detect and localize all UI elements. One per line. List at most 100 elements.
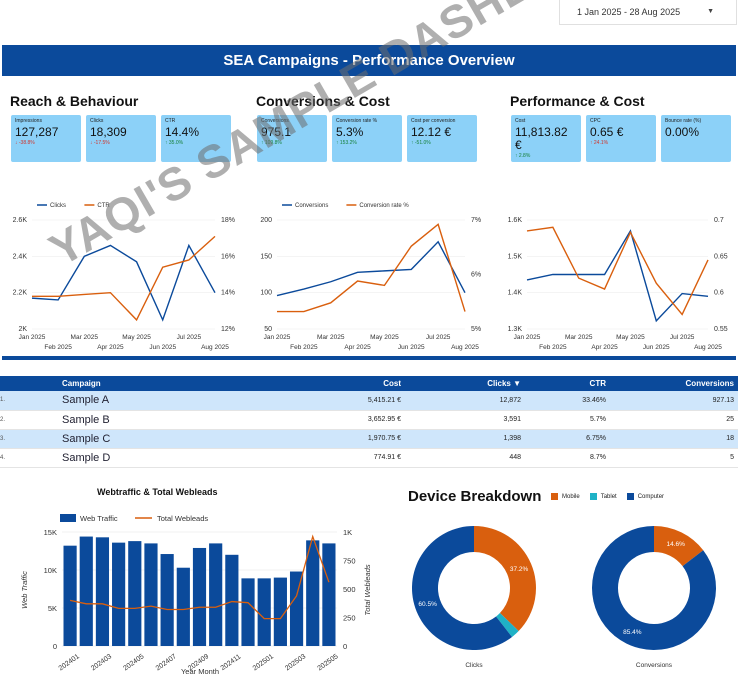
y-tick-label: 5K bbox=[48, 604, 57, 613]
donut-chart-clicks: 37.2% 60.5% Clicks bbox=[411, 526, 536, 669]
section-title-performance: Performance & Cost bbox=[510, 93, 645, 109]
table-row[interactable]: 4. Sample D 774.91 € 448 8.7% 5 bbox=[0, 448, 738, 468]
y-tick-label: 2.2K bbox=[13, 290, 28, 297]
kpi-card-cpc[interactable]: CPC 0.65 € ↑ 24.1% bbox=[586, 115, 656, 162]
y-tick-label: 15K bbox=[44, 528, 57, 537]
y-tick-label: 2K bbox=[18, 326, 27, 333]
cell-clicks: 12,872 bbox=[405, 391, 525, 411]
series-line-total-webleads bbox=[69, 534, 330, 620]
cell-conversions: 25 bbox=[610, 410, 738, 430]
y2-tick-label: 0.6 bbox=[714, 290, 724, 297]
kpi-card-clicks[interactable]: Clicks 18,309 ↓ -17.5% bbox=[86, 115, 156, 162]
y2-tick-label: 6% bbox=[471, 272, 481, 279]
x-tick-label: May 2025 bbox=[122, 334, 151, 341]
cell-ctr: 33.46% bbox=[525, 391, 610, 411]
y-tick-label: 150 bbox=[260, 253, 272, 260]
donut-slice-mobile bbox=[474, 526, 536, 632]
x-tick-label: 202407 bbox=[155, 653, 178, 672]
series-line-conversions bbox=[276, 240, 466, 297]
cell-ctr: 8.7% bbox=[525, 448, 610, 468]
kpi-label: Conversions bbox=[261, 118, 289, 124]
legend-swatch-web-traffic bbox=[60, 514, 76, 522]
legend-label: Conversions bbox=[295, 203, 328, 209]
table-row[interactable]: 1. Sample A 5,415.21 € 12,872 33.46% 927… bbox=[0, 391, 738, 411]
kpi-value: 5.3% bbox=[336, 125, 364, 139]
kpi-value: 14.4% bbox=[165, 125, 200, 139]
x-tick-label: May 2025 bbox=[616, 334, 645, 341]
column-header-cost[interactable]: Cost bbox=[300, 376, 405, 391]
donut-slice-computer bbox=[411, 526, 513, 650]
kpi-card-conversions[interactable]: Conversions 975.1 ↑ 109.8% bbox=[257, 115, 327, 162]
x-tick-label: Apr 2025 bbox=[97, 344, 124, 351]
section-title-reach: Reach & Behaviour bbox=[10, 93, 139, 109]
y-tick-label: 0 bbox=[53, 642, 57, 651]
column-header-campaign[interactable]: Campaign bbox=[10, 376, 300, 391]
y-tick-label: 1.3K bbox=[508, 326, 523, 333]
kpi-delta: ↓ -17.5% bbox=[90, 140, 110, 146]
kpi-card-ctr[interactable]: CTR 14.4% ↑ 35.0% bbox=[161, 115, 231, 162]
y-tick-label: 2.4K bbox=[13, 253, 28, 260]
legend-label: Web Traffic bbox=[80, 514, 118, 523]
kpi-row-performance: Cost 11,813.82 € ↑ 2.8% CPC 0.65 € ↑ 24.… bbox=[511, 115, 731, 162]
column-header-clicks[interactable]: Clicks ▼ bbox=[405, 376, 525, 391]
kpi-card-cost[interactable]: Cost 11,813.82 € ↑ 2.8% bbox=[511, 115, 581, 162]
legend-label-mobile: Mobile bbox=[562, 493, 580, 500]
kpi-card-conversion-rate[interactable]: Conversion rate % 5.3% ↑ 153.2% bbox=[332, 115, 402, 162]
row-index: 1. bbox=[0, 391, 10, 411]
legend-label: CTR bbox=[97, 203, 110, 209]
kpi-card-cost-per-conversion[interactable]: Cost per conversion 12.12 € ↑ -51.0% bbox=[407, 115, 477, 162]
y-tick-label: 1.4K bbox=[508, 290, 523, 297]
legend-label: Conversion rate % bbox=[359, 203, 409, 209]
slice-label: 60.5% bbox=[418, 601, 437, 608]
y2-tick-label: 250 bbox=[343, 614, 356, 623]
legend-swatch-tablet bbox=[589, 493, 597, 500]
kpi-delta: ↑ 2.8% bbox=[515, 153, 531, 159]
campaign-name: Sample A bbox=[10, 391, 300, 411]
kpi-label: Conversion rate % bbox=[336, 118, 378, 124]
kpi-card-bounce-rate[interactable]: Bounce rate (%) 0.00% bbox=[661, 115, 731, 162]
x-tick-label: Feb 2025 bbox=[290, 344, 318, 351]
x-tick-label: Jun 2025 bbox=[643, 344, 670, 351]
y-tick-label: 1.6K bbox=[508, 217, 523, 224]
legend-swatch-computer bbox=[626, 493, 634, 500]
x-tick-label: Aug 2025 bbox=[201, 344, 229, 351]
kpi-label: CTR bbox=[165, 118, 176, 124]
bar-web-traffic bbox=[176, 567, 190, 646]
cell-cost: 5,415.21 € bbox=[300, 391, 405, 411]
table-row[interactable]: 3. Sample C 1,970.75 € 1,398 6.75% 18 bbox=[0, 429, 738, 449]
x-tick-label: Jan 2025 bbox=[514, 334, 541, 341]
y2-tick-label: 5% bbox=[471, 326, 481, 333]
webtraffic-chart: Web Traffic Total Webleads 15K 10K 5K 0 1K 750 5… bbox=[20, 514, 372, 675]
column-header-conversions[interactable]: Conversions bbox=[610, 376, 738, 391]
page-title-text: SEA Campaigns - Performance Overview bbox=[223, 52, 515, 69]
bar-web-traffic bbox=[306, 540, 320, 646]
x-tick-label: Jul 2025 bbox=[426, 334, 451, 341]
x-tick-label: Aug 2025 bbox=[694, 344, 722, 351]
kpi-delta: ↑ 109.8% bbox=[261, 140, 282, 146]
kpi-card-impressions[interactable]: Impressions 127,287 ↓ -38.8% bbox=[11, 115, 81, 162]
kpi-label: Clicks bbox=[90, 118, 104, 124]
x-tick-label: Feb 2025 bbox=[44, 344, 72, 351]
x-tick-label: 202403 bbox=[90, 653, 113, 672]
cell-clicks: 1,398 bbox=[405, 429, 525, 449]
column-header-ctr[interactable]: CTR bbox=[525, 376, 610, 391]
bar-web-traffic bbox=[112, 542, 126, 646]
kpi-delta: ↓ -38.8% bbox=[15, 140, 35, 146]
cell-conversions: 927.13 bbox=[610, 391, 738, 411]
donut-label: Clicks bbox=[465, 662, 483, 669]
y2-tick-label: 500 bbox=[343, 585, 356, 594]
y2-tick-label: 0.65 bbox=[714, 253, 728, 260]
y-tick-label: 2.6K bbox=[13, 217, 28, 224]
kpi-delta: ↑ -51.0% bbox=[411, 140, 431, 146]
table-row[interactable]: 2. Sample B 3,652.95 € 3,591 5.7% 25 bbox=[0, 410, 738, 430]
date-range-selector[interactable]: 1 Jan 2025 - 28 Aug 2025 ▼ bbox=[559, 0, 737, 25]
x-tick-label: 202503 bbox=[284, 653, 307, 672]
bar-web-traffic bbox=[273, 577, 287, 646]
bar-web-traffic bbox=[144, 543, 158, 646]
y2-tick-label: 0.7 bbox=[714, 217, 724, 224]
legend-label-tablet: Tablet bbox=[600, 493, 617, 500]
kpi-row-reach: Impressions 127,287 ↓ -38.8% Clicks 18,3… bbox=[11, 115, 231, 162]
cell-clicks: 448 bbox=[405, 448, 525, 468]
kpi-value: 0.65 € bbox=[590, 125, 624, 139]
kpi-label: Impressions bbox=[15, 118, 42, 124]
